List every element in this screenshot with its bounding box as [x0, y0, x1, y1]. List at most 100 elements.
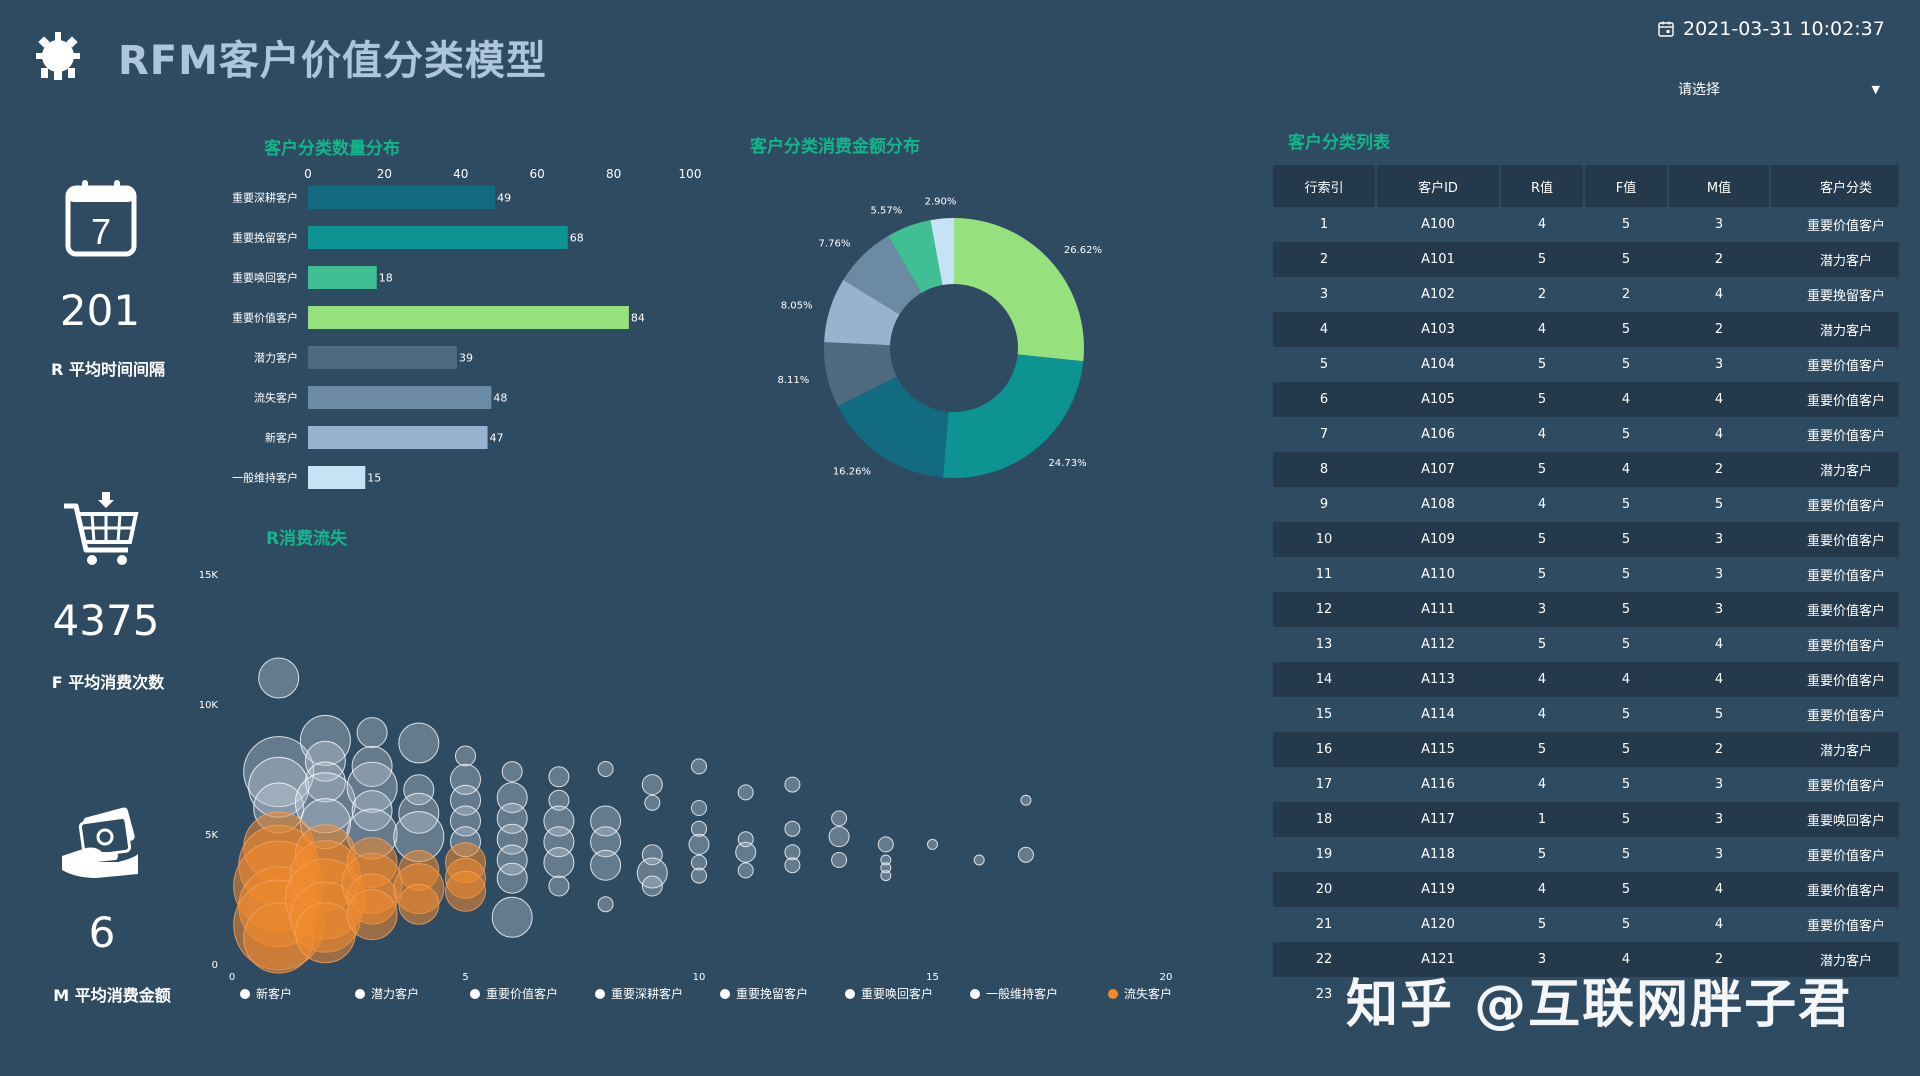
bubble-point-1-60[interactable]: [831, 810, 848, 827]
bar-5[interactable]: [308, 386, 492, 409]
bubble-point-1-52[interactable]: [737, 784, 754, 801]
table-row[interactable]: 15 A114 4 5 5 重要价值客户: [1273, 697, 1899, 732]
bubble-point-1-15[interactable]: [403, 774, 435, 806]
bubble-point-1-50[interactable]: [691, 854, 707, 871]
bubble-point-1-46[interactable]: [691, 758, 707, 775]
table-row[interactable]: 7 A106 4 5 4 重要价值客户: [1273, 417, 1899, 452]
bubble-point-1-30[interactable]: [548, 766, 570, 788]
bubble-point-1-41[interactable]: [641, 774, 663, 796]
bubble-point-1-48[interactable]: [691, 820, 707, 837]
bubble-point-0-14[interactable]: [346, 889, 398, 941]
bubble-point-1-31[interactable]: [548, 789, 570, 811]
donut-slice-2[interactable]: [837, 376, 949, 478]
bubble-point-1-5[interactable]: [304, 740, 346, 782]
bubble-point-1-14[interactable]: [398, 722, 440, 764]
bubble-point-1-63[interactable]: [877, 836, 894, 853]
bubble-point-1-57[interactable]: [784, 820, 801, 837]
bar-7[interactable]: [308, 466, 366, 489]
bubble-point-1-29[interactable]: [491, 896, 533, 938]
bubble-point-1-70[interactable]: [1017, 846, 1034, 863]
donut-slice-3[interactable]: [824, 342, 897, 407]
donut-slice-6[interactable]: [888, 220, 943, 293]
table-row[interactable]: 12 A111 3 5 3 重要价值客户: [1273, 592, 1899, 627]
table-row[interactable]: 8 A107 5 4 2 潜力客户: [1273, 452, 1899, 487]
legend-item-6[interactable]: 一般维持客户: [970, 985, 1108, 1002]
bar-2[interactable]: [308, 266, 377, 289]
table-header-0[interactable]: 行索引: [1273, 165, 1377, 207]
bubble-point-1-55[interactable]: [737, 862, 754, 879]
legend-item-0[interactable]: 新客户: [240, 985, 355, 1002]
legend-item-1[interactable]: 潜力客户: [355, 985, 470, 1002]
bubble-point-1-44[interactable]: [636, 857, 668, 889]
bubble-point-1-10[interactable]: [351, 745, 393, 787]
table-row[interactable]: 22 A121 3 4 2 潜力客户: [1273, 942, 1899, 977]
bubble-point-1-56[interactable]: [784, 776, 801, 793]
legend-item-3[interactable]: 重要深耕客户: [595, 985, 720, 1002]
legend-item-2[interactable]: 重要价值客户: [470, 985, 595, 1002]
bubble-point-1-43[interactable]: [641, 844, 663, 866]
bubble-point-1-16[interactable]: [398, 792, 440, 834]
table-row[interactable]: 19 A118 5 5 3 重要价值客户: [1273, 837, 1899, 872]
table-row[interactable]: 2 A101 5 5 2 潜力客户: [1273, 242, 1899, 277]
bubble-point-1-28[interactable]: [496, 862, 528, 894]
bubble-point-1-34[interactable]: [543, 847, 575, 879]
bubble-point-1-68[interactable]: [973, 854, 985, 866]
bubble-point-1-49[interactable]: [688, 833, 710, 855]
table-row[interactable]: 23: [1273, 977, 1899, 1005]
table-header-5[interactable]: 客户分类: [1770, 165, 1899, 207]
table-row[interactable]: 16 A115 5 5 2 潜力客户: [1273, 732, 1899, 767]
donut-slice-5[interactable]: [843, 235, 922, 315]
legend-item-5[interactable]: 重要唤回客户: [845, 985, 970, 1002]
table-row[interactable]: 10 A109 5 5 3 重要价值客户: [1273, 522, 1899, 557]
donut-slice-4[interactable]: [824, 279, 900, 346]
bubble-point-1-45[interactable]: [641, 875, 663, 897]
table-row[interactable]: 13 A112 5 5 4 重要价值客户: [1273, 627, 1899, 662]
donut-slice-1[interactable]: [942, 354, 1084, 478]
legend-item-4[interactable]: 重要挽留客户: [720, 985, 845, 1002]
table-row[interactable]: 9 A108 4 5 5 重要价值客户: [1273, 487, 1899, 522]
table-row[interactable]: 4 A103 4 5 2 潜力客户: [1273, 312, 1899, 347]
table-header-2[interactable]: R值: [1500, 165, 1585, 207]
category-select[interactable]: 请选择 ▼: [1660, 76, 1880, 102]
bubble-point-1-0[interactable]: [258, 657, 300, 699]
table-row[interactable]: 21 A120 5 5 4 重要价值客户: [1273, 907, 1899, 942]
bubble-point-1-66[interactable]: [880, 870, 892, 882]
bubble-point-1-51[interactable]: [691, 867, 707, 884]
table-row[interactable]: 17 A116 4 5 3 重要价值客户: [1273, 767, 1899, 802]
legend-item-7[interactable]: 流失客户: [1108, 985, 1188, 1002]
bubble-point-1-62[interactable]: [831, 852, 848, 868]
table-row[interactable]: 1 A100 4 5 3 重要价值客户: [1273, 207, 1899, 242]
bar-1[interactable]: [308, 226, 568, 249]
bubble-point-1-12[interactable]: [351, 790, 393, 832]
bubble-point-0-10[interactable]: [294, 902, 356, 964]
bubble-point-1-42[interactable]: [644, 794, 661, 811]
table-row[interactable]: 20 A119 4 5 4 重要价值客户: [1273, 872, 1899, 907]
bubble-point-1-36[interactable]: [597, 761, 614, 777]
bubble-point-1-1[interactable]: [243, 736, 315, 808]
bubble-point-1-23[interactable]: [501, 761, 523, 783]
bubble-point-0-17[interactable]: [398, 883, 440, 925]
bubble-point-1-18[interactable]: [455, 745, 476, 767]
bubble-point-1-11[interactable]: [346, 761, 398, 813]
bubble-point-1-64[interactable]: [880, 854, 892, 866]
table-header-1[interactable]: 客户ID: [1376, 165, 1501, 207]
bubble-point-1-9[interactable]: [356, 717, 388, 749]
bubble-point-1-65[interactable]: [880, 862, 892, 874]
donut-slice-0[interactable]: [954, 218, 1084, 362]
bubble-point-1-35[interactable]: [548, 875, 570, 897]
bubble-point-1-27[interactable]: [496, 844, 528, 876]
bubble-point-1-59[interactable]: [784, 857, 801, 874]
bubble-point-1-61[interactable]: [828, 826, 850, 848]
table-row[interactable]: 3 A102 2 2 4 重要挽留客户: [1273, 277, 1899, 312]
bubble-point-1-39[interactable]: [590, 849, 622, 881]
bar-0[interactable]: [308, 186, 496, 209]
table-row[interactable]: 11 A110 5 5 3 重要价值客户: [1273, 557, 1899, 592]
table-row[interactable]: 18 A117 1 5 3 重要唤回客户: [1273, 802, 1899, 837]
bubble-point-1-58[interactable]: [784, 844, 801, 861]
bubble-point-1-47[interactable]: [691, 800, 707, 816]
bubble-point-1-6[interactable]: [304, 761, 346, 803]
bubble-point-0-20[interactable]: [445, 870, 486, 912]
bubble-point-1-38[interactable]: [590, 826, 622, 858]
bubble-point-1-4[interactable]: [299, 714, 351, 766]
table-row[interactable]: 6 A105 5 4 4 重要价值客户: [1273, 382, 1899, 417]
